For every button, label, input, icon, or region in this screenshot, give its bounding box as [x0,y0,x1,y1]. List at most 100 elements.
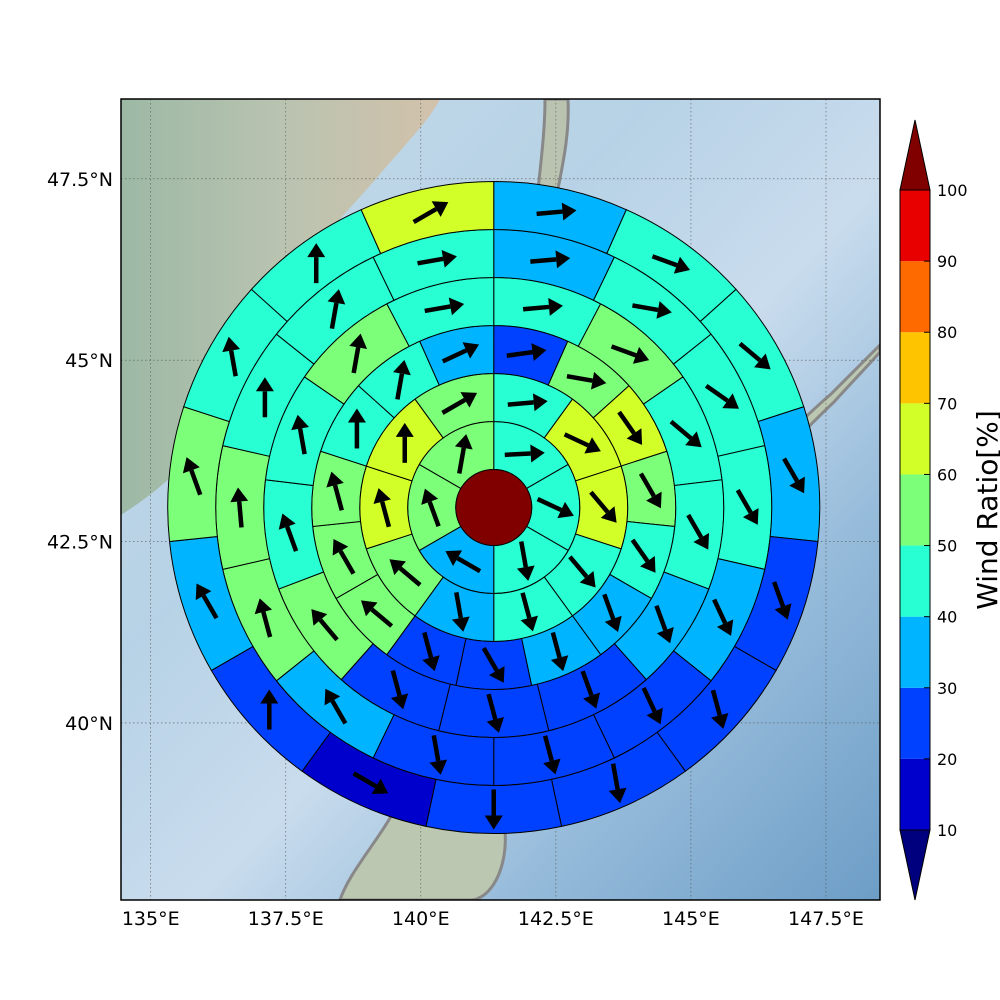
colorbar-segment [900,687,930,759]
wind-arrow [568,555,596,588]
wind-arrow [542,735,561,775]
x-tick-label: 145°E [662,908,720,930]
wind-arrow [641,686,663,725]
wind-arrow [395,422,414,463]
wind-arrow [311,609,339,642]
wind-arrow [520,592,538,632]
wind-arrow [222,336,241,377]
wind-arrow [327,289,346,329]
wind-arrow [349,333,368,374]
colorbar-segment [900,474,930,546]
wind-arrow [602,593,622,632]
colorbar-tick-label: 20 [937,750,957,769]
wind-arrow [454,434,473,474]
wind-arrow [772,581,792,620]
wind-arrow [393,359,411,400]
wind-arrow [332,538,356,575]
colorbar-segment [900,403,930,475]
x-tick-label: 137.5°E [248,908,324,930]
wind-arrow [260,689,279,730]
wind-ratio-sector [717,445,773,570]
wind-arrow [429,735,448,775]
wind-arrow [445,550,482,574]
wind-arrow [504,444,545,463]
wind-arrow [738,341,771,370]
colorbar-tick-label: 30 [937,679,957,698]
wind-direction-arrows [182,201,805,830]
colorbar-tick-label: 60 [937,465,957,484]
wind-arrow [516,541,535,581]
colorbar-tick-label: 40 [937,608,957,627]
latitude-ticks: 47.5°N 45°N 42.5°N 40°N [47,169,113,735]
wind-arrow [451,592,470,632]
wind-arrow [484,789,503,830]
wind-arrow [390,669,409,710]
wind-arrow [566,371,607,390]
colorbar-segment [900,332,930,404]
colorbar-tick-label: 90 [937,252,957,271]
wind-ratio-sector [360,180,495,255]
wind-arrow [608,763,627,804]
wind-arrow [230,487,249,528]
wind-arrow [550,631,569,672]
wind-arrow [686,513,710,550]
x-tick-label: 135°E [122,908,180,930]
wind-arrow [506,343,547,362]
wind-arrow [563,432,601,454]
colorbar-tick-label: 70 [937,394,957,413]
wind-arrow [422,631,440,672]
wind-arrow [255,377,274,418]
wind-arrow [651,254,691,274]
wind-arrow [278,513,299,552]
colorbar-segment [900,261,930,333]
wind-arrow [669,419,702,448]
y-tick-label: 45°N [65,350,113,372]
wind-arrow [421,488,441,528]
wind-arrow [441,342,480,364]
wind-arrow [389,559,422,587]
wind-arrow [424,297,465,316]
wind-arrow [580,670,600,709]
x-tick-label: 147.5°E [788,908,864,930]
colorbar: 10 20 30 40 50 60 70 80 90 100 [899,119,968,901]
wind-arrow [417,249,457,268]
wind-arrow [441,392,478,415]
wind-arrow [291,414,309,455]
center-disc [455,468,533,546]
colorbar-tick-label: 50 [937,537,957,556]
wind-arrow [324,688,348,725]
colorbar-segment [900,545,930,617]
colorbar-segment [900,758,930,830]
wind-arrow [481,647,505,683]
wind-arrow [522,297,563,316]
y-tick-label: 47.5°N [47,169,113,191]
wind-arrow [347,408,366,449]
colorbar-segment [900,190,930,262]
wind-arrow [617,410,643,445]
colorbar-extend-high [899,119,931,191]
colorbar-tick-label: 80 [937,323,957,342]
map-axes-frame [120,98,881,901]
wind-arrow [610,344,650,364]
colorbar-extend-low [899,829,931,901]
wind-arrow [352,771,389,795]
y-tick-label: 42.5°N [47,532,113,554]
wind-ratio-sector [215,445,271,570]
wind-arrow [536,202,577,221]
wind-arrow [412,201,449,225]
wind-arrow [373,488,392,528]
wind-arrow [486,693,504,733]
wind-arrow [536,496,574,519]
wind-arrow [254,598,273,638]
wind-arrow [361,600,394,628]
colorbar-tick-label: 10 [937,821,957,840]
wind-arrow [589,490,617,523]
wind-arrow [630,538,656,573]
wind-arrow [182,457,203,496]
y-tick-label: 40°N [65,713,113,735]
x-tick-label: 140°E [392,908,450,930]
wind-arrow [638,472,662,509]
wind-ratio-sectors [167,180,821,834]
wind-arrow [530,250,571,269]
